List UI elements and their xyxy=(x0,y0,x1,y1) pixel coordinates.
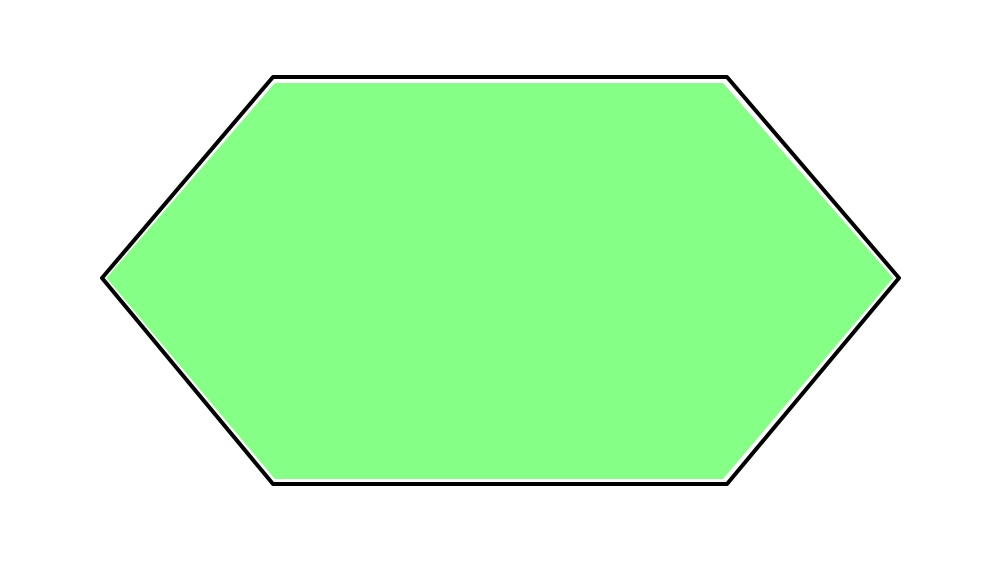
hexagon-outline xyxy=(100,75,901,486)
